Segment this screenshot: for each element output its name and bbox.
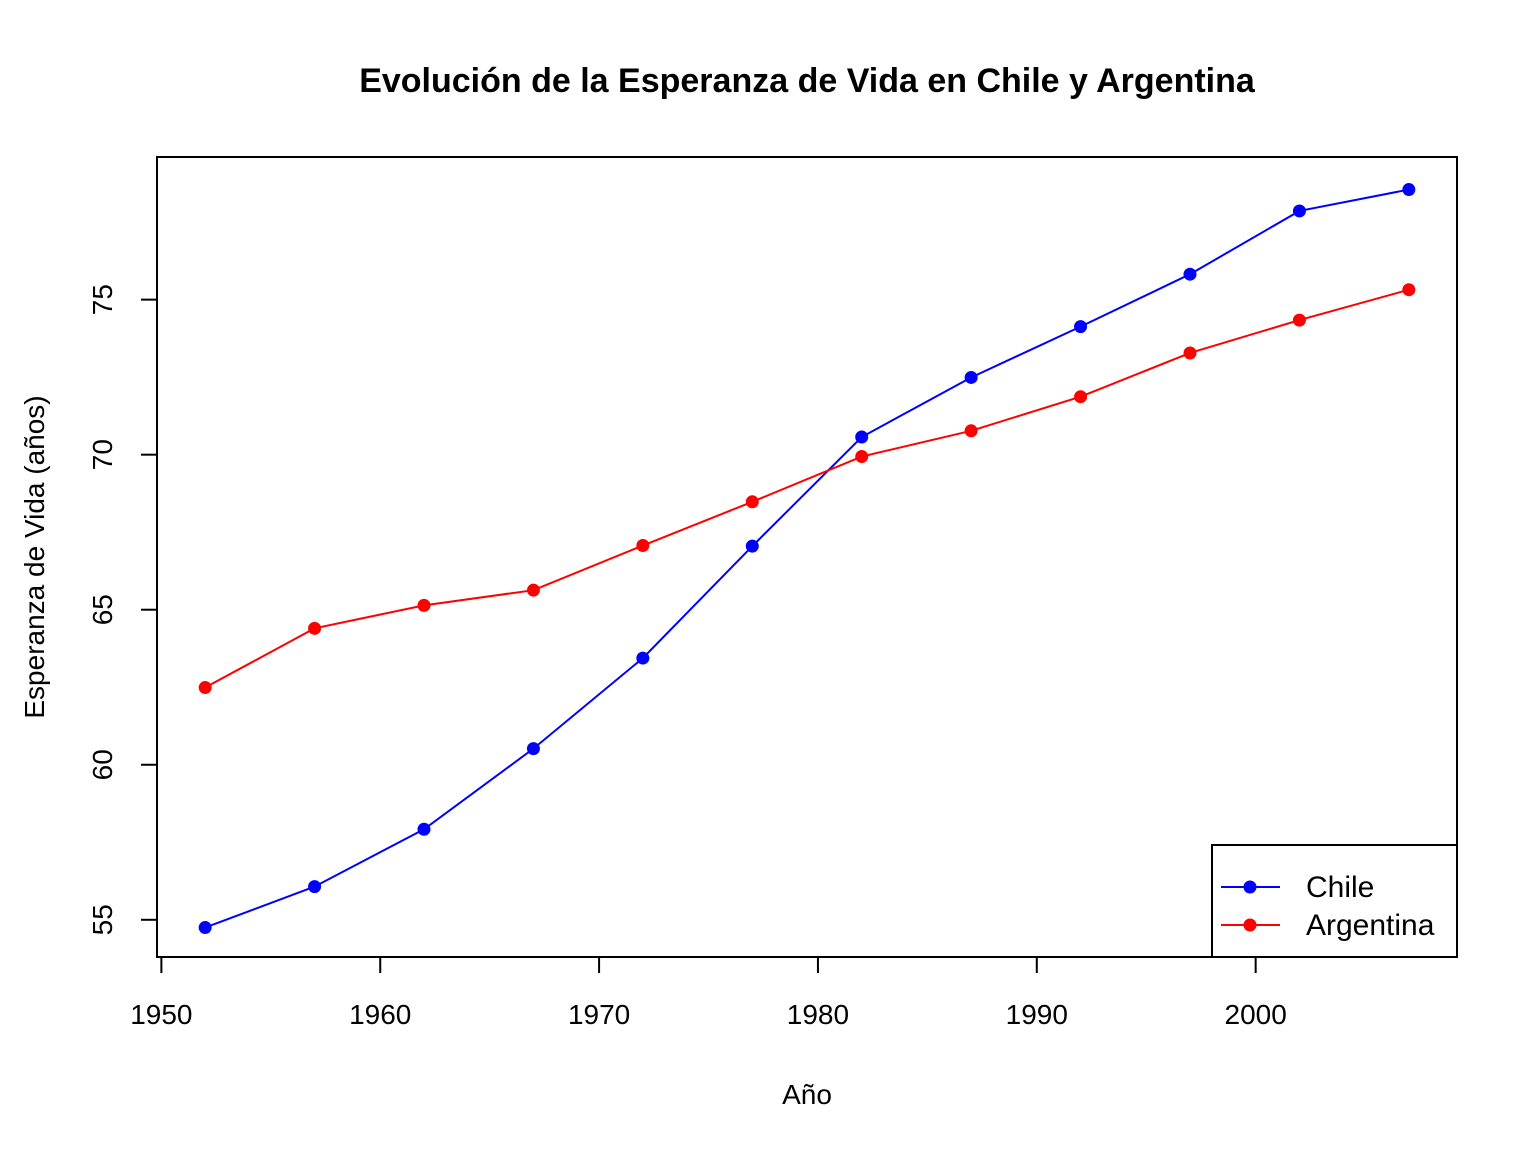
data-point-chile (1074, 320, 1088, 334)
legend-item-argentina: Argentina (1221, 909, 1435, 942)
legend-label-argentina: Argentina (1306, 909, 1435, 942)
data-point-argentina (198, 681, 212, 695)
series-line-chile (204, 188, 1410, 929)
chart-title: Evolución de la Esperanza de Vida en Chi… (359, 62, 1256, 100)
data-point-argentina (417, 598, 431, 612)
y-tick-label: 55 (87, 904, 118, 935)
y-tick-label: 65 (87, 594, 118, 625)
data-point-chile (636, 651, 650, 665)
series-argentina (198, 283, 1416, 695)
x-tick-label: 1970 (568, 999, 630, 1030)
data-point-chile (198, 921, 212, 935)
x-axis-label: Año (782, 1079, 832, 1110)
data-point-argentina (964, 424, 978, 438)
y-tick-label: 75 (87, 284, 118, 315)
data-point-chile (417, 822, 431, 836)
series-line-argentina (204, 288, 1410, 689)
data-point-argentina (636, 539, 650, 553)
data-point-chile (855, 430, 869, 444)
data-point-argentina (1183, 346, 1197, 360)
series-chile (198, 183, 1416, 935)
series-layer (198, 183, 1416, 935)
plot-frame (156, 156, 1458, 958)
x-tick-label: 1990 (1006, 999, 1068, 1030)
y-tick-label: 70 (87, 439, 118, 470)
x-tick-label: 1950 (130, 999, 192, 1030)
x-tick-label: 1960 (349, 999, 411, 1030)
legend: Chile Argentina (1211, 844, 1458, 958)
data-point-argentina (855, 450, 869, 464)
data-point-argentina (308, 621, 322, 635)
x-tick-label: 2000 (1225, 999, 1287, 1030)
data-point-chile (1183, 267, 1197, 281)
data-point-chile (1402, 183, 1416, 197)
data-point-argentina (1074, 390, 1088, 404)
legend-item-chile: Chile (1221, 871, 1374, 904)
data-point-chile (745, 539, 759, 553)
legend-marker-chile (1243, 880, 1257, 894)
data-point-argentina (1292, 313, 1306, 327)
data-point-argentina (745, 495, 759, 509)
legend-label-chile: Chile (1306, 871, 1374, 904)
y-axis-label: Esperanza de Vida (años) (19, 395, 50, 718)
data-point-argentina (1402, 283, 1416, 297)
data-point-argentina (526, 583, 540, 597)
x-tick-label: 1980 (787, 999, 849, 1030)
legend-marker-argentina (1243, 918, 1257, 932)
y-axis: 55 60 65 70 75 (87, 284, 158, 935)
legend-box (1211, 844, 1458, 958)
data-point-chile (1292, 204, 1306, 218)
data-point-chile (308, 880, 322, 894)
y-tick-label: 60 (87, 749, 118, 780)
data-point-chile (964, 370, 978, 384)
data-point-chile (526, 742, 540, 756)
x-axis: 1950 1960 1970 1980 1990 2000 (130, 956, 1287, 1030)
